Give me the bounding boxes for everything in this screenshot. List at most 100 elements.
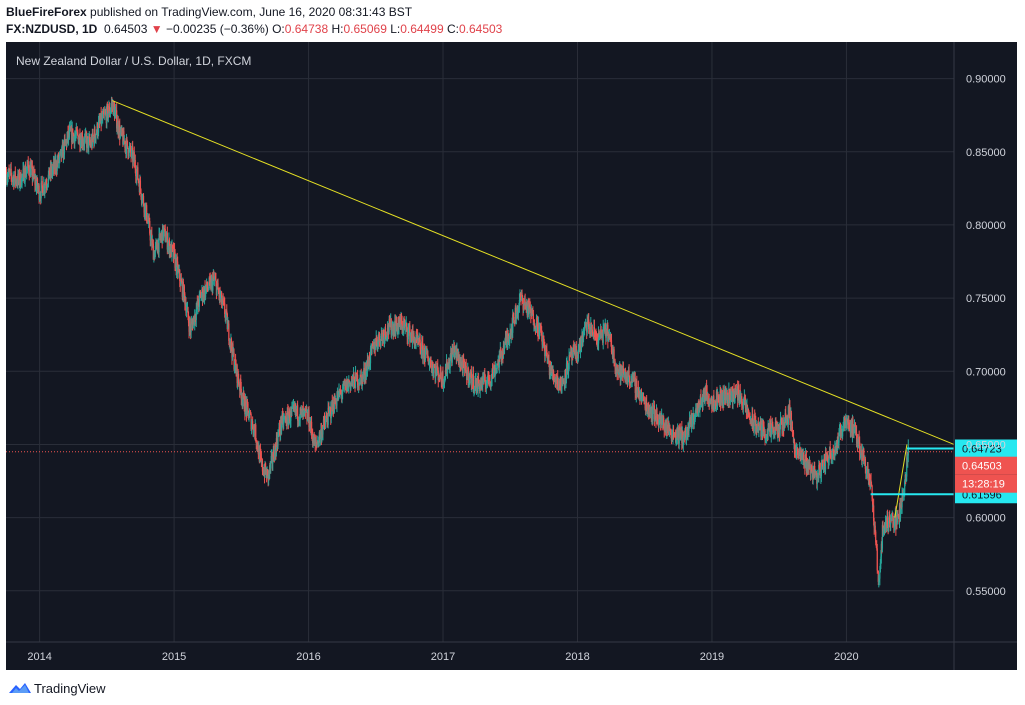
- candle-body: [7, 169, 10, 175]
- candle-body: [830, 454, 832, 457]
- candle-body: [408, 329, 410, 331]
- candle-body: [521, 295, 524, 303]
- candle-body: [897, 515, 900, 518]
- candle-body: [75, 134, 77, 136]
- candle-body: [145, 207, 147, 216]
- candle-body: [400, 318, 402, 329]
- candle-body: [562, 381, 564, 385]
- candle-body: [253, 425, 255, 430]
- projection-line[interactable]: [894, 444, 908, 518]
- candle-body: [668, 422, 670, 432]
- candle-body: [899, 512, 902, 518]
- candle-body: [707, 395, 709, 401]
- candle-body: [282, 413, 284, 415]
- candle-body: [149, 220, 151, 234]
- candle-body: [59, 151, 61, 154]
- candle-body: [96, 123, 99, 136]
- last-price-badge: [955, 456, 1017, 475]
- candle-body: [474, 380, 476, 387]
- candle-body: [685, 432, 688, 441]
- candle-body: [312, 440, 314, 443]
- candle-body: [854, 426, 857, 433]
- candle-body: [825, 452, 827, 456]
- candle-body: [35, 185, 38, 190]
- candle-body: [423, 347, 425, 360]
- candle-body: [33, 170, 35, 177]
- candle-body: [828, 456, 830, 460]
- candle-body: [158, 234, 160, 253]
- candle-body: [848, 422, 850, 425]
- candle-body: [828, 459, 830, 463]
- candle-body: [286, 410, 288, 425]
- candle-body: [907, 455, 909, 461]
- candle-body: [847, 419, 849, 425]
- candle-body: [98, 118, 101, 122]
- candle-body: [348, 381, 350, 384]
- candle-body: [37, 188, 39, 190]
- candle-body: [303, 410, 305, 413]
- candle-body: [367, 359, 369, 365]
- candle-body: [576, 354, 578, 362]
- candle-body: [842, 429, 844, 437]
- candle-body: [369, 363, 371, 365]
- candle-body: [775, 422, 777, 427]
- y-tick-label: 0.75000: [966, 293, 1006, 305]
- candle-body: [852, 420, 854, 435]
- candle-body: [22, 168, 24, 175]
- candle-body: [878, 581, 880, 583]
- candle-body: [528, 304, 530, 314]
- candle-body: [501, 351, 503, 357]
- candle-body: [643, 396, 645, 403]
- symbol-label[interactable]: FX:NZDUSD, 1D: [6, 22, 98, 36]
- candle-body: [855, 432, 858, 444]
- level-badge[interactable]: [955, 439, 1017, 458]
- candle-body: [283, 419, 285, 425]
- candle-body: [183, 286, 185, 294]
- candle-body: [18, 173, 21, 186]
- candle-body: [789, 405, 791, 420]
- candle-body: [533, 324, 536, 329]
- candle-body: [795, 449, 798, 454]
- high-label: H:: [331, 22, 344, 36]
- candle-body: [639, 392, 642, 399]
- candle-body: [164, 228, 166, 242]
- candle-body: [799, 447, 801, 456]
- candle-body: [407, 329, 409, 340]
- tradingview-brand[interactable]: TradingView: [34, 681, 106, 696]
- candle-body: [612, 349, 614, 358]
- candle-body: [733, 390, 735, 402]
- candle-body: [888, 521, 890, 528]
- candle-body: [730, 394, 733, 396]
- candle-body: [641, 398, 643, 402]
- candle-body: [44, 184, 46, 189]
- candle-body: [750, 419, 752, 422]
- candle-body: [879, 563, 881, 573]
- author-name[interactable]: BlueFireForex: [6, 5, 87, 19]
- candle-body: [785, 418, 787, 422]
- tradingview-logo-icon[interactable]: [8, 679, 32, 697]
- candle-body: [222, 298, 224, 302]
- footer: TradingView: [0, 673, 1025, 705]
- candle-body: [125, 138, 128, 154]
- chart-area[interactable]: 0.64723 0.61596 0.64503 13:28:19 0.90000 0.8…: [6, 42, 1017, 670]
- trendline[interactable]: [112, 100, 955, 445]
- candle-body: [315, 441, 317, 444]
- candle-body: [475, 389, 478, 392]
- candle-body: [464, 362, 466, 371]
- candle-body: [266, 469, 268, 479]
- candle-body: [854, 425, 856, 427]
- candle-body: [782, 419, 784, 430]
- candle-body: [822, 462, 824, 470]
- candle-body: [380, 333, 382, 336]
- candle-body: [629, 383, 631, 385]
- candle-body: [435, 365, 437, 374]
- candle-body: [363, 368, 365, 379]
- candle-body: [493, 366, 495, 369]
- candle-body: [626, 377, 628, 379]
- candle-body: [97, 132, 99, 136]
- candle-body: [406, 322, 408, 328]
- candle-body: [205, 288, 207, 290]
- candle-body: [608, 333, 610, 336]
